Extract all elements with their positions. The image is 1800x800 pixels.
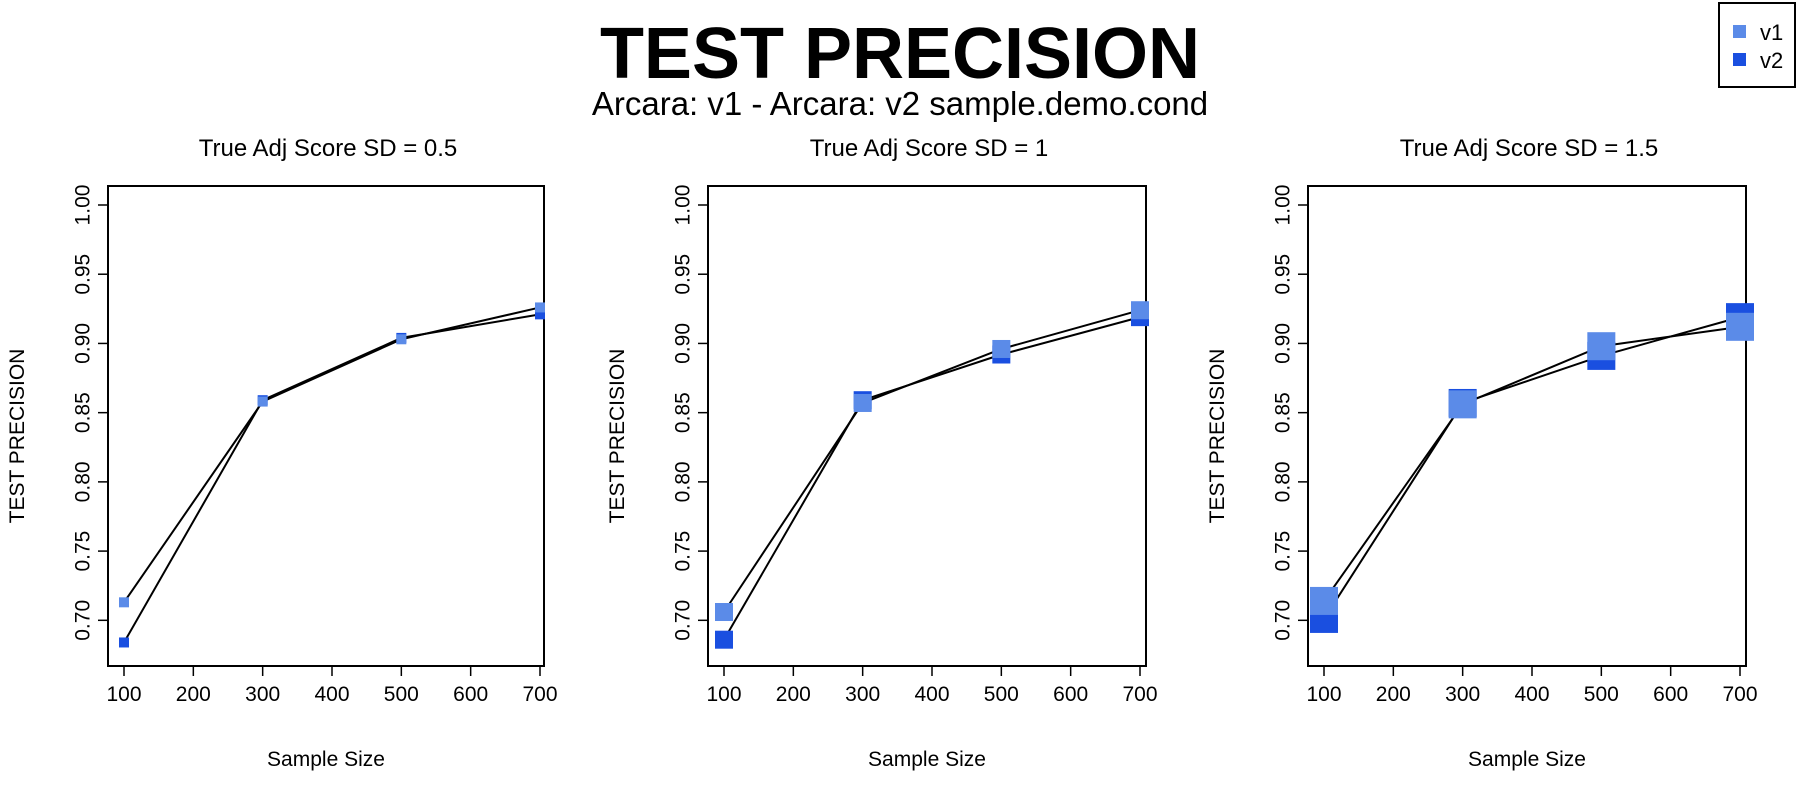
x-tick-label: 700 <box>522 683 557 706</box>
data-point-v1 <box>1448 390 1477 419</box>
data-point-v1 <box>1726 312 1754 341</box>
x-tick-label: 400 <box>314 683 349 706</box>
data-point-v1 <box>119 597 129 608</box>
chart-panel-2: True Adj Score SD = 1 100 200 300 400 500 600 7… <box>606 135 1158 771</box>
y-tick-label: 0.85 <box>72 392 95 433</box>
x-tick-label: 600 <box>1653 683 1688 706</box>
y-axis-title: TEST PRECISION <box>1206 349 1229 524</box>
plot-frame <box>107 185 545 667</box>
x-tick-label: 100 <box>106 683 141 706</box>
y-tick-label: 0.80 <box>672 461 695 502</box>
y-tick-label: 0.95 <box>672 254 695 295</box>
series-line-v2 <box>1323 316 1741 620</box>
series-line-v2 <box>723 316 1141 641</box>
data-point-v1 <box>396 334 407 345</box>
x-tick-label: 100 <box>706 683 741 706</box>
x-tick-label: 700 <box>1722 683 1757 706</box>
y-tick-label: 0.85 <box>1272 392 1295 433</box>
data-point-v1 <box>257 396 268 407</box>
legend-label-v2: v2 <box>1760 48 1783 73</box>
y-tick-label: 0.70 <box>672 600 695 641</box>
chart-subtitle: Arcara: v1 - Arcara: v2 sample.demo.cond <box>591 85 1209 122</box>
y-tick-label: 0.85 <box>672 392 695 433</box>
data-point-v1 <box>853 393 872 412</box>
y-tick-label: 0.80 <box>72 461 95 502</box>
data-point-v1 <box>1587 332 1616 361</box>
y-axis-title: TEST PRECISION <box>6 349 29 524</box>
data-point-v1 <box>1131 301 1149 320</box>
x-tick-label: 300 <box>1445 683 1480 706</box>
series-line-v1 <box>123 306 541 603</box>
x-tick-label: 200 <box>1376 683 1411 706</box>
y-tick-label: 0.90 <box>1272 323 1295 364</box>
x-tick-label: 600 <box>1053 683 1088 706</box>
data-point-v1 <box>1310 586 1338 615</box>
legend-label-v1: v1 <box>1760 20 1783 45</box>
y-tick-label: 0.90 <box>672 323 695 364</box>
data-point-v1 <box>535 302 545 313</box>
series-line-v2 <box>123 313 541 643</box>
legend-box <box>1718 2 1796 88</box>
legend-swatch-v1 <box>1733 25 1746 38</box>
y-tick-label: 0.70 <box>72 600 95 641</box>
x-tick-label: 200 <box>176 683 211 706</box>
x-tick-label: 300 <box>245 683 280 706</box>
y-tick-label: 0.95 <box>72 254 95 295</box>
x-tick-label: 400 <box>1514 683 1549 706</box>
data-point-v1 <box>992 339 1011 358</box>
chart-panel-1: True Adj Score SD = 0.5 100 200 300 400 500 60… <box>6 135 558 771</box>
x-tick-label: 300 <box>845 683 880 706</box>
x-tick-label: 500 <box>384 683 419 706</box>
y-tick-label: 1.00 <box>672 185 695 226</box>
x-tick-label: 700 <box>1122 683 1157 706</box>
y-tick-label: 0.80 <box>1272 461 1295 502</box>
x-axis-title: Sample Size <box>868 748 986 771</box>
chart-panel-3: True Adj Score SD = 1.5 100 200 300 400 500 60… <box>1206 135 1758 771</box>
y-axis-title: TEST PRECISION <box>606 349 629 524</box>
panel-title: True Adj Score SD = 0.5 <box>199 135 458 162</box>
y-tick-label: 1.00 <box>72 185 95 226</box>
chart-main-title: TEST PRECISION <box>599 14 1201 94</box>
y-tick-label: 0.75 <box>72 531 95 572</box>
data-point-v2 <box>119 637 129 648</box>
x-tick-label: 100 <box>1306 683 1341 706</box>
y-tick-label: 0.90 <box>72 323 95 364</box>
plot-frame <box>1307 185 1747 667</box>
plot-frame <box>707 185 1147 667</box>
x-axis-title: Sample Size <box>267 748 385 771</box>
panel-title: True Adj Score SD = 1.5 <box>1400 135 1659 162</box>
x-axis-title: Sample Size <box>1468 748 1586 771</box>
data-point-v2 <box>535 309 545 320</box>
x-tick-label: 400 <box>914 683 949 706</box>
y-tick-label: 0.75 <box>672 531 695 572</box>
series-line-v1 <box>1323 325 1741 602</box>
panel-title: True Adj Score SD = 1 <box>810 135 1049 162</box>
x-tick-label: 500 <box>984 683 1019 706</box>
x-tick-label: 600 <box>453 683 488 706</box>
y-tick-label: 1.00 <box>1272 185 1295 226</box>
data-point-v2 <box>715 630 733 649</box>
data-point-v1 <box>715 603 733 622</box>
series-line-v1 <box>723 309 1141 613</box>
y-tick-label: 0.70 <box>1272 600 1295 641</box>
y-tick-label: 0.95 <box>1272 254 1295 295</box>
y-tick-label: 0.75 <box>1272 531 1295 572</box>
legend-swatch-v2 <box>1733 53 1746 66</box>
x-tick-label: 200 <box>776 683 811 706</box>
x-tick-label: 500 <box>1584 683 1619 706</box>
